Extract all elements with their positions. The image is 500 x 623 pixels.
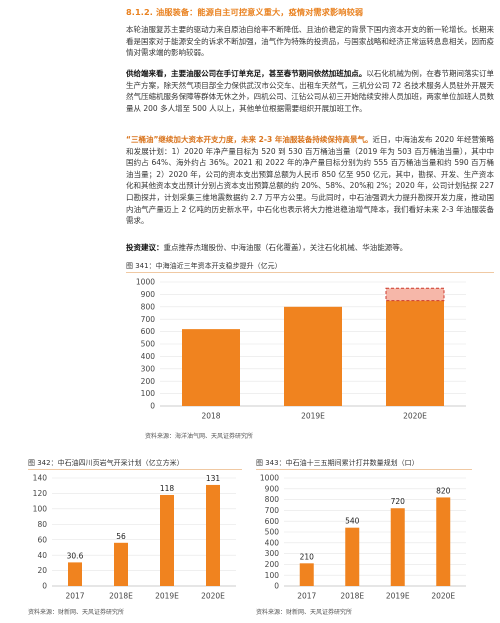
y-tick-label: 1000 xyxy=(136,278,155,287)
section-title: 8.1.2. 油服装备：能源自主可控意义重大，疫情对需求影响较弱 xyxy=(126,7,364,17)
y-tick-label: 0 xyxy=(42,582,47,591)
y-tick-label: 400 xyxy=(265,538,280,547)
shale-gas-bar-chart: 0 20 40 60 80 100 120 140 30.6 2017 56 2018E 118 2019… xyxy=(33,474,236,601)
y-tick-label: 140 xyxy=(33,474,48,483)
y-tick-label: 60 xyxy=(37,535,47,544)
y-tick-label: 300 xyxy=(141,364,156,373)
x-category-label: 2020E xyxy=(403,412,427,421)
figure-341-source: 资料来源：海洋油气网、天风证券研究所 xyxy=(145,433,254,440)
figure-343-title: 图 343：中石油十三五期间累计打井数量规划（口） xyxy=(256,459,419,467)
y-tick-label: 500 xyxy=(265,528,280,537)
y-tick-label: 80 xyxy=(37,520,47,529)
bar xyxy=(206,484,220,586)
investment-text: 重点推荐杰瑞股份、中海油服（石化覆盖），关注石化机械、华油能源等。 xyxy=(163,243,408,252)
figure-343-source: 资料来源：财新网、天风证券研究所 xyxy=(256,609,353,616)
figure-342-header: 图 342：中石油四川页岩气开采计划（亿立方米） xyxy=(28,457,242,470)
bar xyxy=(390,508,405,586)
data-label: 210 xyxy=(300,552,315,561)
y-tick-label: 0 xyxy=(150,402,155,411)
y-tick-label: 900 xyxy=(265,484,280,493)
bar xyxy=(386,300,444,406)
data-label: 820 xyxy=(436,486,451,495)
y-tick-label: 700 xyxy=(265,506,280,515)
figure-342-title: 图 342：中石油四川页岩气开采计划（亿立方米） xyxy=(28,459,184,467)
y-tick-label: 100 xyxy=(265,571,280,580)
x-category-label: 2018E xyxy=(109,592,133,601)
y-tick-label: 0 xyxy=(274,582,279,591)
bar xyxy=(68,562,82,586)
x-category-label: 2019E xyxy=(386,592,410,601)
data-label: 720 xyxy=(391,497,406,506)
y-tick-label: 40 xyxy=(37,551,47,560)
x-category-label: 2017 xyxy=(65,592,84,601)
paragraph-supply-text: 以石化机械为例，在春节期间落实订单生产方案，除天然气项目部全力保供武汉市公交车、… xyxy=(126,69,495,113)
paragraph-drivers-text: 本轮油服复苏主要的驱动力来自原油自给率不断降低、且油价稳定的背景下国内资本开支的… xyxy=(126,25,494,58)
paragraph-capex: “三桶油”继续加大资本开支力度，未来 2-3 年油服装备持续保持高景气。近日，中… xyxy=(126,134,494,227)
x-category-label: 2017 xyxy=(297,592,316,601)
y-tick-label: 700 xyxy=(141,315,156,324)
paragraph-supply: 供给端来看，主要油服公司在手订单充足，甚至春节期间依然加班加点。以石化机械为例，… xyxy=(126,68,494,114)
y-tick-label: 300 xyxy=(265,549,280,558)
paragraph-investment: 投资建议：重点推荐杰瑞股份、中海油服（石化覆盖），关注石化机械、华油能源等。 xyxy=(126,242,494,254)
figure-343-header: 图 343：中石油十三五期间累计打井数量规划（口） xyxy=(256,457,472,470)
y-tick-label: 20 xyxy=(37,566,47,575)
bar xyxy=(182,329,240,406)
y-tick-label: 200 xyxy=(141,377,156,386)
data-label: 131 xyxy=(206,474,221,483)
x-category-label: 2019E xyxy=(301,412,325,421)
figure-342-source: 资料来源：财新网、天风证券研究所 xyxy=(28,609,125,616)
y-tick-label: 400 xyxy=(141,352,156,361)
paragraph-capex-lead: “三桶油”继续加大资本开支力度，未来 2-3 年油服装备持续保持高景气。 xyxy=(126,135,373,144)
bar xyxy=(284,306,342,406)
data-label: 30.6 xyxy=(67,551,84,560)
data-label: 56 xyxy=(116,532,126,541)
x-category-label: 2020E xyxy=(431,592,455,601)
bar xyxy=(160,494,174,586)
paragraph-capex-text: 近日，中海油发布 2020 年经营策略和发展计划：1）2020 年净产量目标为 … xyxy=(126,135,494,226)
x-category-label: 2019E xyxy=(155,592,179,601)
y-tick-label: 200 xyxy=(265,560,280,569)
bar xyxy=(114,542,128,586)
data-label: 118 xyxy=(160,484,175,493)
investment-lead: 投资建议： xyxy=(126,243,164,252)
x-category-label: 2018E xyxy=(340,592,364,601)
bar xyxy=(299,563,314,586)
y-tick-label: 100 xyxy=(33,504,48,513)
x-category-label: 2018 xyxy=(201,412,220,421)
paragraph-supply-lead: 供给端来看，主要油服公司在手订单充足，甚至春节期间依然加班加点。 xyxy=(126,69,367,78)
bar xyxy=(345,527,360,586)
paragraph-drivers: 本轮油服复苏主要的驱动力来自原油自给率不断降低、且油价稳定的背景下国内资本开支的… xyxy=(126,24,494,59)
y-tick-label: 1000 xyxy=(260,474,279,483)
y-tick-label: 600 xyxy=(141,327,156,336)
capex-bar-chart: 0 100 200 300 400 500 600 700 800 900 1000 2018 2019… xyxy=(136,278,466,421)
data-label: 540 xyxy=(345,517,360,526)
figure-341-title: 图 341：中海油近三年资本开支稳步提升（亿元） xyxy=(126,262,282,270)
y-tick-label: 100 xyxy=(141,389,156,398)
y-tick-label: 120 xyxy=(33,489,48,498)
y-tick-label: 800 xyxy=(141,302,156,311)
capex-range-box xyxy=(385,287,445,302)
y-tick-label: 600 xyxy=(265,517,280,526)
bar xyxy=(436,497,451,586)
x-category-label: 2020E xyxy=(201,592,225,601)
y-tick-label: 500 xyxy=(141,340,156,349)
y-tick-label: 900 xyxy=(141,290,156,299)
figure-341-header: 图 341：中海油近三年资本开支稳步提升（亿元） xyxy=(126,260,494,273)
y-tick-label: 800 xyxy=(265,495,280,504)
